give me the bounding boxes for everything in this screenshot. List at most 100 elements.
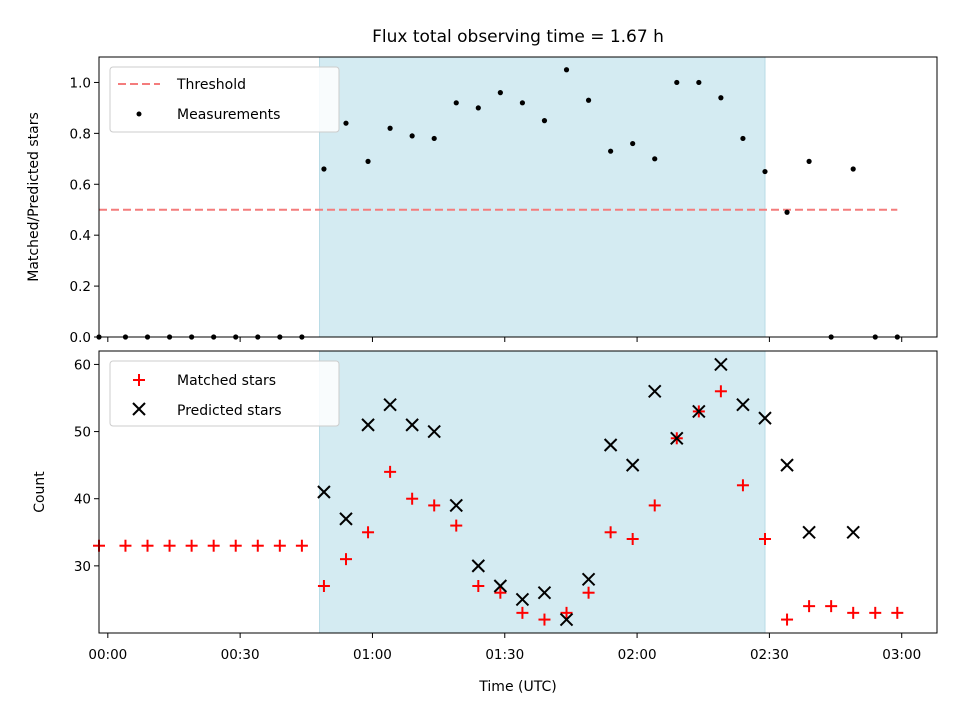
predicted-star-point xyxy=(692,404,706,419)
top-y-tick-label: 1.0 xyxy=(70,75,91,91)
chart-title: Flux total observing time = 1.67 h xyxy=(372,27,664,47)
matched-star-point xyxy=(273,539,286,552)
predicted-star-point xyxy=(493,579,508,593)
measurement-point xyxy=(652,156,658,162)
measurement-point xyxy=(784,209,790,215)
x-tick-label: 00:30 xyxy=(221,647,260,663)
bottom-y-tick-label: 40 xyxy=(74,492,91,508)
predicted-star-point xyxy=(714,357,728,372)
top-legend: Threshold Measurements xyxy=(109,66,340,133)
legend-measurements-label: Measurements xyxy=(177,107,280,123)
measurement-point xyxy=(696,79,702,86)
matched-star-point xyxy=(626,533,639,545)
x-tick-label: 02:00 xyxy=(618,647,657,663)
matched-star-point xyxy=(317,580,330,592)
top-legend-box xyxy=(109,66,340,133)
measurement-point xyxy=(431,135,437,142)
predicted-star-point xyxy=(603,438,618,452)
matched-star-point xyxy=(516,606,529,619)
matched-star-point xyxy=(428,499,441,512)
matched-star-point xyxy=(207,539,220,552)
predicted-star-point xyxy=(515,592,530,607)
measurement-point xyxy=(453,100,459,106)
matched-star-point xyxy=(758,533,771,545)
measurement-point xyxy=(519,100,526,106)
matched-star-point xyxy=(847,606,860,619)
matched-star-point xyxy=(714,385,727,398)
legend-predicted-label: Predicted stars xyxy=(177,403,282,419)
predicted-star-point xyxy=(339,512,353,526)
x-tick-label: 01:30 xyxy=(485,647,524,663)
x-tick-label: 01:00 xyxy=(353,647,392,663)
predicted-star-point xyxy=(405,418,419,432)
bottom-y-tick-label: 30 xyxy=(74,559,91,575)
x-axis-label: Time (UTC) xyxy=(478,679,556,695)
measurement-point xyxy=(409,133,415,139)
measurement-point xyxy=(541,118,548,124)
matched-star-point xyxy=(538,613,551,626)
matched-star-point xyxy=(891,606,904,619)
top-y-tick-label: 0.0 xyxy=(70,330,91,346)
matched-star-point xyxy=(229,539,242,552)
predicted-star-point xyxy=(427,424,441,439)
legend-matched-swatch xyxy=(133,374,145,386)
matched-star-point xyxy=(251,539,264,552)
matched-star-point xyxy=(869,606,882,619)
matched-star-point xyxy=(604,526,617,539)
measurement-point xyxy=(740,135,746,142)
matched-star-point xyxy=(163,539,176,552)
bottom-panel: 30 40 50 60 00:00 00:30 01:00 01:30 02:00 02:30 03… xyxy=(32,350,938,695)
predicted-star-point xyxy=(802,525,816,539)
matched-star-point xyxy=(119,539,132,552)
matched-star-point xyxy=(141,539,154,552)
legend-predicted-swatch xyxy=(132,402,146,416)
bottom-legend: Matched stars Predicted stars xyxy=(109,360,340,427)
top-plot-frame xyxy=(98,56,938,338)
matched-star-point xyxy=(295,539,308,552)
measurement-point xyxy=(608,148,614,154)
predicted-star-point xyxy=(780,458,794,472)
predicted-star-point xyxy=(559,612,574,627)
predicted-star-point xyxy=(736,398,750,412)
predicted-star-point xyxy=(361,418,375,432)
matched-star-point xyxy=(472,580,485,592)
bottom-plot-frame xyxy=(98,350,938,634)
legend-matched-label: Matched stars xyxy=(177,373,276,389)
measurement-point xyxy=(365,158,371,164)
top-y-tick-label: 0.6 xyxy=(70,177,91,193)
measurement-point xyxy=(475,105,481,111)
matched-star-point xyxy=(450,519,463,532)
legend-threshold-label: Threshold xyxy=(176,77,246,93)
bottom-y-axis-label: Count xyxy=(32,471,48,513)
measurement-point xyxy=(321,166,327,172)
measurement-point xyxy=(674,79,680,86)
top-y-tick-label: 0.4 xyxy=(70,228,91,244)
predicted-star-point xyxy=(449,498,463,513)
predicted-star-point xyxy=(581,572,596,586)
measurement-point xyxy=(718,95,724,101)
predicted-star-point xyxy=(537,586,552,600)
matched-star-point xyxy=(803,600,816,613)
measurement-point xyxy=(343,120,349,126)
top-marks-layer xyxy=(96,67,900,340)
measurement-point xyxy=(762,168,768,175)
matched-star-point xyxy=(736,479,749,492)
measurement-point xyxy=(563,67,570,73)
measurement-point xyxy=(585,97,592,103)
bottom-axis-ticks: 30 40 50 60 00:00 00:30 01:00 01:30 02:00 02:30 03… xyxy=(74,357,921,663)
x-tick-label: 02:30 xyxy=(750,647,789,663)
predicted-star-point xyxy=(625,458,640,472)
bottom-legend-box xyxy=(109,360,340,427)
matched-star-point xyxy=(825,600,838,613)
top-y-axis-label: Matched/Predicted stars xyxy=(26,112,42,282)
bottom-y-tick-label: 50 xyxy=(74,425,91,441)
predicted-star-point xyxy=(758,411,772,425)
top-observing-window xyxy=(319,56,766,338)
legend-measurements-swatch xyxy=(136,111,142,117)
measurement-point xyxy=(497,90,503,96)
top-axis-ticks: 0.0 0.2 0.4 0.6 0.8 1.0 xyxy=(70,75,903,346)
measurement-point xyxy=(806,158,812,164)
bottom-marks-layer xyxy=(93,357,904,627)
predicted-star-point xyxy=(471,559,486,573)
matched-star-point xyxy=(582,586,595,599)
